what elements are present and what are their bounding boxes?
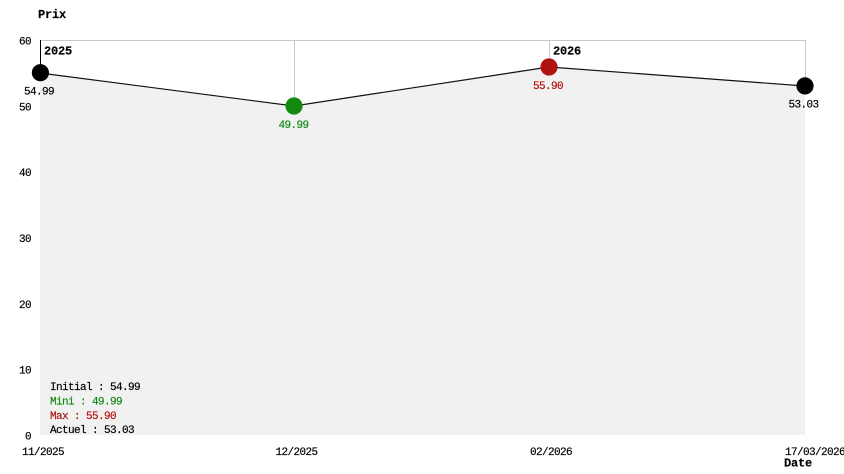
svg-text:10: 10 [19, 366, 31, 378]
svg-text:53.03: 53.03 [788, 99, 818, 111]
svg-text:2026: 2026 [553, 45, 581, 59]
svg-text:Date: Date [784, 457, 812, 471]
svg-text:50: 50 [19, 102, 31, 114]
svg-text:Max : 55.90: Max : 55.90 [50, 411, 116, 423]
svg-text:Mini : 49.99: Mini : 49.99 [50, 397, 122, 409]
svg-text:12/2025: 12/2025 [276, 447, 318, 459]
svg-text:30: 30 [19, 234, 31, 246]
svg-text:40: 40 [19, 168, 31, 180]
svg-text:Initial : 54.99: Initial : 54.99 [50, 382, 140, 394]
svg-text:54.99: 54.99 [24, 86, 54, 98]
svg-text:Prix: Prix [38, 8, 66, 22]
svg-text:Actuel : 53.03: Actuel : 53.03 [50, 425, 134, 437]
svg-text:55.90: 55.90 [533, 81, 563, 93]
svg-text:02/2026: 02/2026 [530, 447, 572, 459]
svg-text:2025: 2025 [44, 45, 72, 59]
svg-text:60: 60 [19, 37, 31, 49]
svg-text:49.99: 49.99 [278, 120, 308, 132]
svg-text:0: 0 [25, 432, 31, 444]
svg-text:11/2025: 11/2025 [22, 447, 64, 459]
svg-text:20: 20 [19, 300, 31, 312]
svg-text:17/03/2026: 17/03/2026 [785, 447, 844, 459]
